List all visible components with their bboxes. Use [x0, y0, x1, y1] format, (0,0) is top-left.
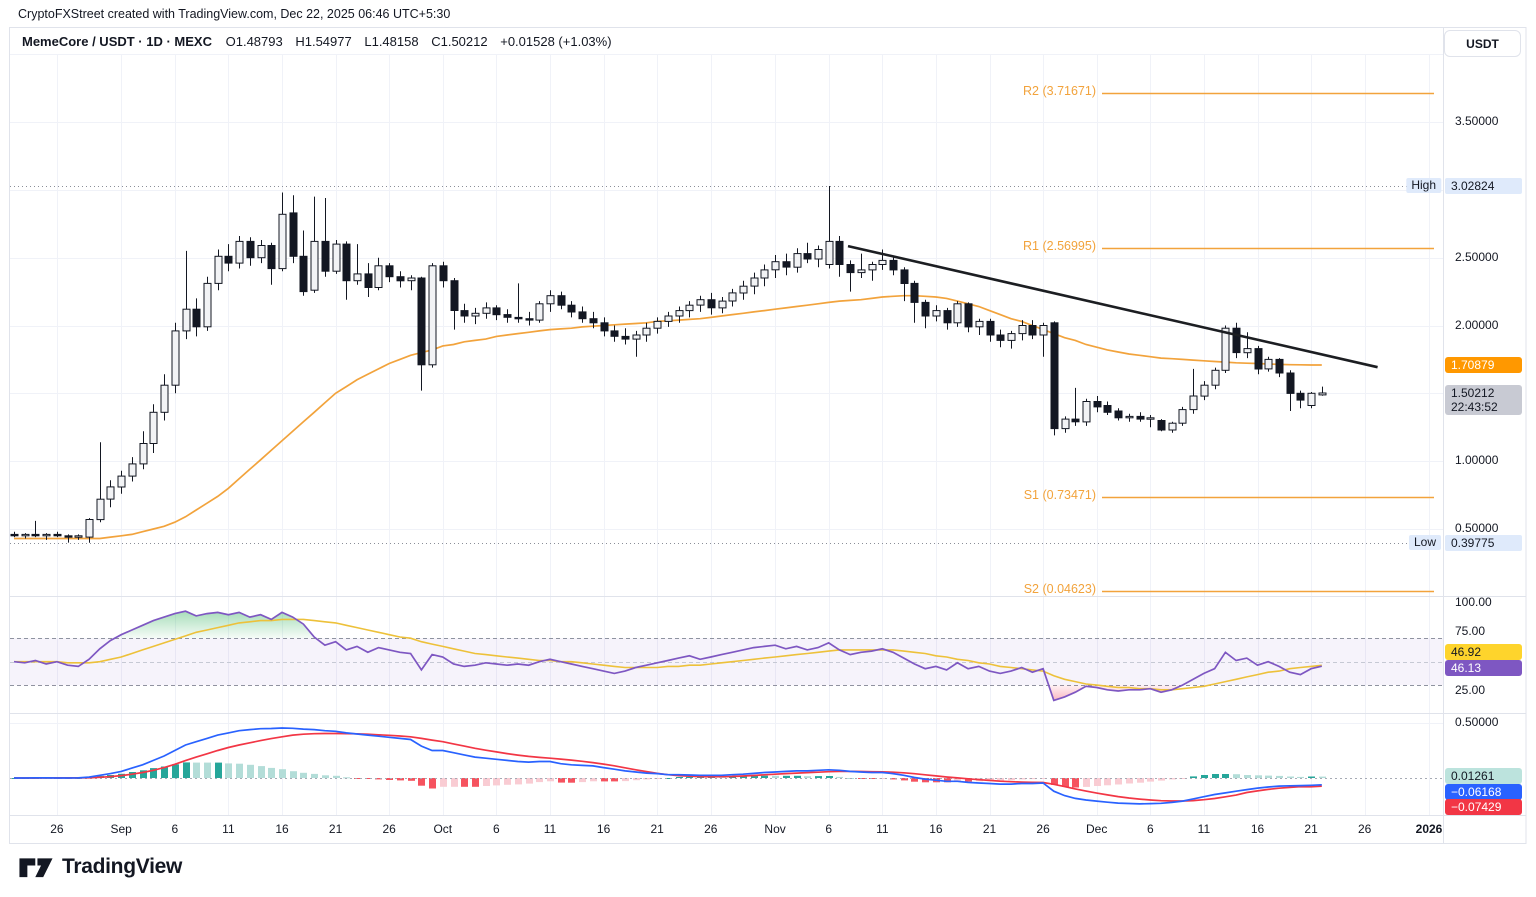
symbol-legend[interactable]: MemeCore / USDT · 1D · MEXC O1.48793 H1.… — [22, 34, 621, 49]
time-tick-label: Dec — [1086, 822, 1108, 836]
time-tick-label: 21 — [650, 822, 664, 836]
tradingview-logo[interactable]: TradingView — [18, 854, 182, 880]
time-tick-label: 26 — [1358, 822, 1372, 836]
price-tick-label: 3.50000 — [1455, 114, 1499, 128]
price-tick-label: 2.50000 — [1455, 249, 1499, 264]
time-tick-label: 16 — [1250, 822, 1265, 836]
last-price-badge: 1.50212 22:43:52 — [1445, 385, 1522, 416]
rsi-tick-label: 25.00 — [1455, 682, 1486, 697]
ma-price-badge: 1.70879 — [1445, 357, 1522, 373]
rsi-value-badge: 46.13 — [1445, 660, 1522, 676]
time-tick-label: 11 — [543, 822, 557, 836]
time-tick-label: Sep — [110, 822, 132, 836]
legend-low: L1.48158 — [364, 34, 419, 49]
attribution-text: CryptoFXStreet created with TradingView.… — [18, 7, 451, 21]
last-price-value: 1.50212 — [1451, 386, 1495, 401]
rsi-tick-label: 100.00 — [1455, 595, 1492, 609]
time-tick-label: 11 — [1197, 822, 1211, 836]
time-tick-label: 6 — [825, 822, 833, 836]
time-tick-label: 21 — [1304, 822, 1318, 836]
time-tick-label: 26 — [50, 822, 64, 836]
time-tick-label: 2026 — [1415, 822, 1443, 836]
low-marker-value: 0.39775 — [1445, 534, 1522, 551]
time-tick-label: 6 — [171, 822, 179, 836]
chart-plot-area[interactable] — [10, 28, 1443, 815]
pivot-level-label[interactable]: S2 (0.04623) — [1023, 581, 1096, 596]
legend-open: O1.48793 — [225, 34, 283, 49]
macd-value-badge: −0.06168 — [1445, 784, 1522, 800]
time-tick-label: Oct — [433, 822, 453, 836]
time-tick-label: 21 — [982, 822, 997, 836]
tradingview-logo-text: TradingView — [62, 855, 183, 878]
price-tick-label: 0.50000 — [1455, 521, 1499, 535]
legend-high: H1.54977 — [295, 34, 352, 49]
macd-value-badge: −0.07429 — [1445, 799, 1522, 815]
price-tick-label: 2.00000 — [1455, 317, 1499, 332]
pivot-level-label[interactable]: S1 (0.73471) — [1023, 488, 1096, 503]
rsi-tick-label: 75.00 — [1455, 624, 1486, 639]
macd-value-badge: 0.01261 — [1445, 768, 1522, 784]
time-tick-label: 26 — [1036, 822, 1050, 836]
time-tick-label: 6 — [1146, 822, 1154, 836]
low-marker-label: Low — [1408, 534, 1441, 550]
price-tick-label: 1.00000 — [1455, 453, 1499, 468]
legend-change: +0.01528 (+1.03%) — [500, 34, 612, 49]
time-tick-label: 26 — [704, 822, 718, 836]
time-tick-label: 26 — [382, 822, 396, 836]
time-tick-label: 16 — [929, 822, 943, 836]
currency-unit-button[interactable]: USDT — [1444, 30, 1521, 57]
time-axis[interactable] — [10, 815, 1443, 843]
time-tick-label: Nov — [764, 822, 786, 836]
macd-tick-label: 0.50000 — [1455, 715, 1499, 729]
high-marker-label: High — [1406, 178, 1441, 193]
pivot-level-label[interactable]: R1 (2.56995) — [1023, 239, 1096, 254]
time-tick-label: 21 — [328, 822, 343, 836]
time-tick-label: 11 — [222, 822, 235, 836]
rsi-value-badge: 46.92 — [1445, 644, 1522, 660]
time-tick-label: 11 — [876, 822, 889, 836]
tradingview-logo-icon — [19, 858, 53, 878]
high-marker-value: 3.02824 — [1445, 178, 1522, 194]
pivot-level-label[interactable]: R2 (3.71671) — [1023, 83, 1096, 98]
symbol-title[interactable]: MemeCore / USDT · 1D · MEXC — [22, 34, 212, 49]
bar-countdown: 22:43:52 — [1451, 400, 1498, 415]
time-tick-label: 16 — [596, 822, 611, 836]
time-tick-label: 6 — [493, 822, 500, 836]
legend-close: C1.50212 — [431, 34, 488, 49]
time-tick-label: 16 — [275, 822, 289, 836]
